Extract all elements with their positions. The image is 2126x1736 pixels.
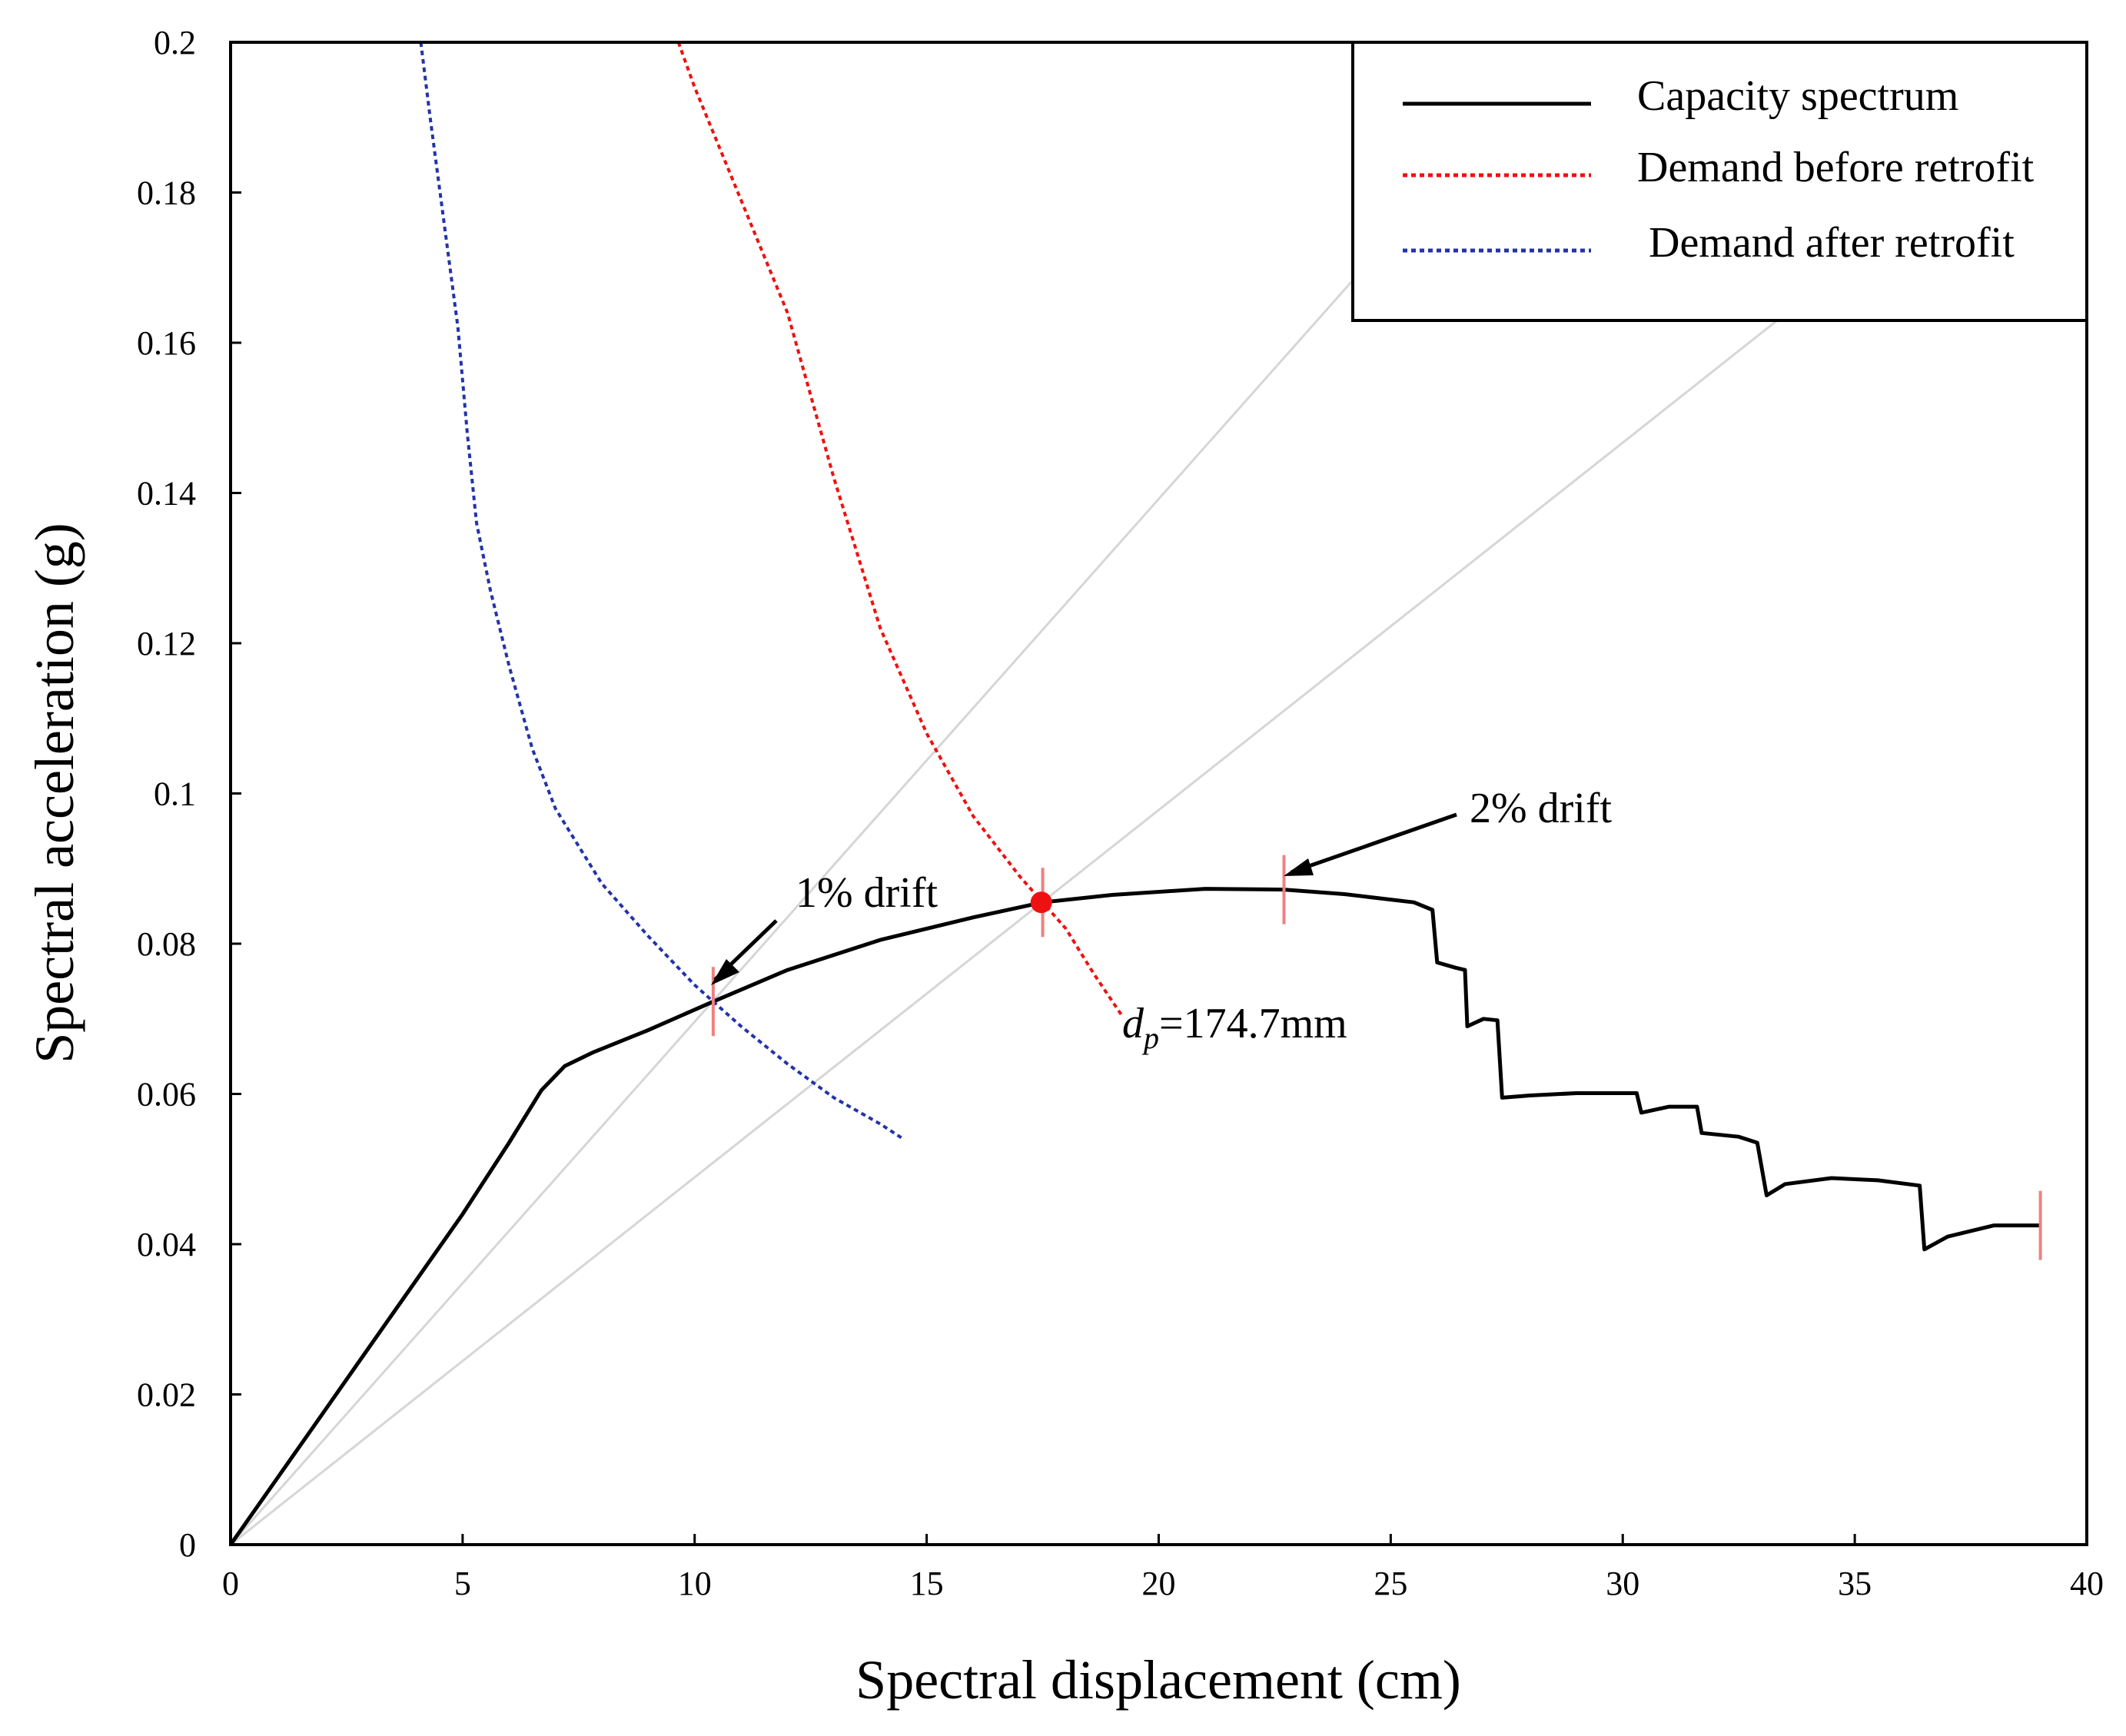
arrow-head-2pct [1284, 858, 1314, 876]
series-0-line [231, 887, 2041, 1545]
axis-ticks [229, 41, 2088, 1546]
annotation-1pct-drift: 1% drift [711, 869, 938, 985]
y-tick-label-6: 0.12 [137, 625, 196, 662]
series-1-line [676, 42, 1123, 1017]
y-tick-label-3: 0.06 [137, 1076, 196, 1114]
y-tick-label-4: 0.08 [137, 925, 196, 963]
x-tick-label-1: 5 [454, 1565, 471, 1602]
reference-line-0 [231, 42, 1566, 1545]
dp-annotation: dp=174.7mm [1122, 1000, 1347, 1055]
annotation-label-1pct: 1% drift [796, 869, 938, 917]
y-axis-title: Spectral acceleration (g) [24, 523, 85, 1064]
y-tick-label-1: 0.02 [137, 1376, 196, 1414]
x-tick-label-7: 35 [1838, 1565, 1872, 1602]
y-tick-label-2: 0.04 [137, 1226, 196, 1263]
dp-value: =174.7mm [1159, 1000, 1347, 1047]
annotation-2pct-drift: 2% drift [1284, 785, 1613, 876]
x-tick-label-5: 25 [1374, 1565, 1407, 1602]
dp-subscript: p [1141, 1021, 1159, 1055]
legend-box [1351, 41, 2088, 322]
y-tick-label-7: 0.14 [137, 475, 196, 513]
legend: Capacity spectrum Demand before retrofit… [1351, 41, 2088, 322]
y-tick-labels: 0 0.02 0.04 0.06 0.08 0.1 0.12 0.14 0.16 0.18 0.2 [137, 24, 196, 1564]
series-layer [231, 42, 2041, 1545]
performance-point [1030, 891, 1052, 914]
dp-symbol: d [1122, 1000, 1144, 1047]
x-tick-label-3: 15 [910, 1565, 944, 1602]
y-tick-label-9: 0.18 [137, 174, 196, 212]
y-tick-label-10: 0.2 [154, 24, 196, 61]
annotation-label-2pct: 2% drift [1470, 785, 1613, 832]
annotation-arrow-2pct [1291, 812, 1457, 875]
markers-layer [711, 855, 2042, 1260]
x-tick-labels: 0 5 10 15 20 25 30 35 40 [222, 1565, 2104, 1602]
legend-label-demand-before: Demand before retrofit [1637, 144, 2035, 191]
y-tick-label-0: 0 [179, 1526, 196, 1564]
legend-label-demand-after: Demand after retrofit [1649, 219, 2015, 267]
arrow-head-1pct [711, 959, 739, 985]
x-tick-label-0: 0 [222, 1565, 239, 1602]
x-tick-label-8: 40 [2070, 1565, 2104, 1602]
x-tick-label-6: 30 [1606, 1565, 1639, 1602]
x-tick-label-2: 10 [678, 1565, 712, 1602]
series-2-line [419, 42, 905, 1140]
x-tick-label-4: 20 [1142, 1565, 1176, 1602]
legend-label-capacity: Capacity spectrum [1637, 72, 1958, 120]
x-axis-title: Spectral displacement (cm) [855, 1649, 1461, 1711]
y-tick-label-5: 0.1 [154, 775, 196, 813]
y-tick-label-8: 0.16 [137, 324, 196, 362]
